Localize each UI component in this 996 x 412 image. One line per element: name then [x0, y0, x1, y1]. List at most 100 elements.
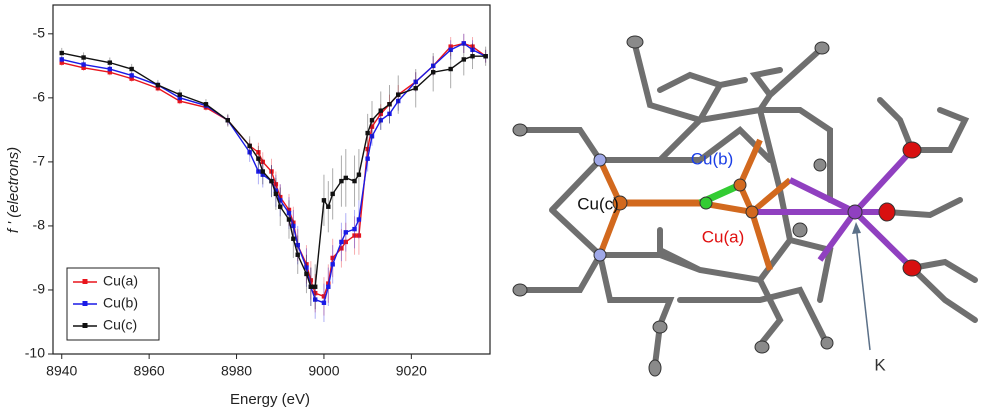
data-point — [326, 204, 331, 209]
data-point — [256, 169, 261, 174]
data-point — [247, 143, 252, 149]
x-tick-label: 9000 — [308, 363, 339, 379]
structure-label: Cu(b) — [691, 149, 734, 168]
data-point — [470, 44, 475, 49]
data-point — [295, 252, 300, 257]
data-point — [107, 60, 113, 65]
data-point — [343, 175, 348, 181]
data-point — [286, 207, 292, 213]
data-point — [321, 294, 327, 299]
data-point — [129, 73, 134, 78]
legend-label: Cu(c) — [103, 317, 137, 333]
data-point — [396, 98, 401, 104]
data-point — [448, 66, 453, 72]
data-point — [278, 204, 283, 209]
data-point — [286, 210, 292, 216]
x-tick-label: 9020 — [396, 363, 427, 379]
data-point — [321, 300, 327, 305]
data-point — [470, 47, 475, 53]
x-tick-label: 8980 — [221, 363, 252, 379]
data-point — [260, 159, 265, 165]
data-point — [396, 92, 401, 97]
data-point — [304, 265, 309, 270]
data-point — [356, 233, 362, 238]
data-point — [59, 57, 64, 62]
data-point — [177, 95, 182, 101]
data-point — [378, 108, 383, 113]
data-point — [343, 239, 348, 245]
legend-label: Cu(a) — [103, 273, 138, 289]
data-point — [430, 70, 436, 75]
data-point — [155, 82, 161, 88]
data-point — [260, 172, 265, 177]
y-tick-label: -5 — [33, 25, 46, 41]
data-point — [430, 63, 436, 69]
data-point — [313, 290, 318, 296]
data-point — [339, 239, 344, 245]
data-point — [304, 271, 309, 277]
data-point — [155, 86, 161, 91]
data-point — [365, 156, 370, 161]
data-point — [256, 156, 261, 161]
data-point — [378, 118, 383, 123]
y-tick-label: -10 — [25, 345, 45, 361]
data-point — [225, 118, 230, 123]
data-point — [356, 172, 362, 177]
data-point — [461, 41, 466, 46]
data-point — [291, 220, 296, 225]
data-point — [413, 79, 418, 85]
data-point — [343, 230, 348, 235]
data-point — [278, 194, 283, 200]
y-axis-label: f ' (electrons) — [5, 147, 22, 233]
data-point — [313, 284, 318, 289]
data-point — [107, 70, 113, 75]
data-point — [352, 233, 357, 238]
data-point — [313, 297, 318, 302]
y-tick-label: -8 — [33, 217, 46, 233]
data-point — [247, 150, 252, 155]
data-point — [387, 111, 392, 117]
data-point — [330, 262, 335, 267]
data-point — [448, 47, 453, 53]
data-point — [387, 102, 392, 107]
legend-marker — [82, 301, 88, 306]
structure-label: K — [874, 355, 886, 374]
data-point — [203, 102, 209, 107]
legend-label: Cu(b) — [103, 295, 138, 311]
data-point — [260, 169, 265, 174]
data-point — [448, 44, 453, 49]
data-point — [81, 65, 86, 70]
data-point — [321, 198, 327, 203]
structure-label: Cu(a) — [702, 227, 745, 246]
data-point — [356, 217, 362, 222]
data-point — [308, 284, 314, 289]
data-point — [269, 178, 274, 184]
data-point — [369, 134, 375, 139]
structure-label: Cu(c) — [577, 194, 619, 213]
data-point — [369, 118, 375, 123]
series — [59, 43, 488, 310]
data-point — [286, 217, 292, 222]
data-point — [413, 86, 418, 91]
data-point — [378, 111, 383, 117]
data-point — [273, 188, 279, 193]
data-point — [365, 146, 370, 152]
y-tick-label: -9 — [33, 281, 46, 297]
data-point — [470, 54, 475, 59]
data-point — [273, 191, 279, 197]
data-point — [330, 191, 335, 197]
data-point — [59, 60, 64, 65]
data-point — [59, 50, 64, 56]
x-tick-label: 8940 — [46, 363, 77, 379]
data-point — [278, 198, 283, 203]
data-point — [295, 242, 300, 248]
data-point — [308, 278, 314, 283]
data-point — [339, 178, 344, 184]
data-point — [339, 246, 344, 251]
data-point — [177, 92, 182, 97]
plot-frame — [52, 4, 491, 355]
data-point — [107, 66, 113, 72]
data-point — [129, 66, 134, 72]
data-point — [483, 54, 488, 59]
